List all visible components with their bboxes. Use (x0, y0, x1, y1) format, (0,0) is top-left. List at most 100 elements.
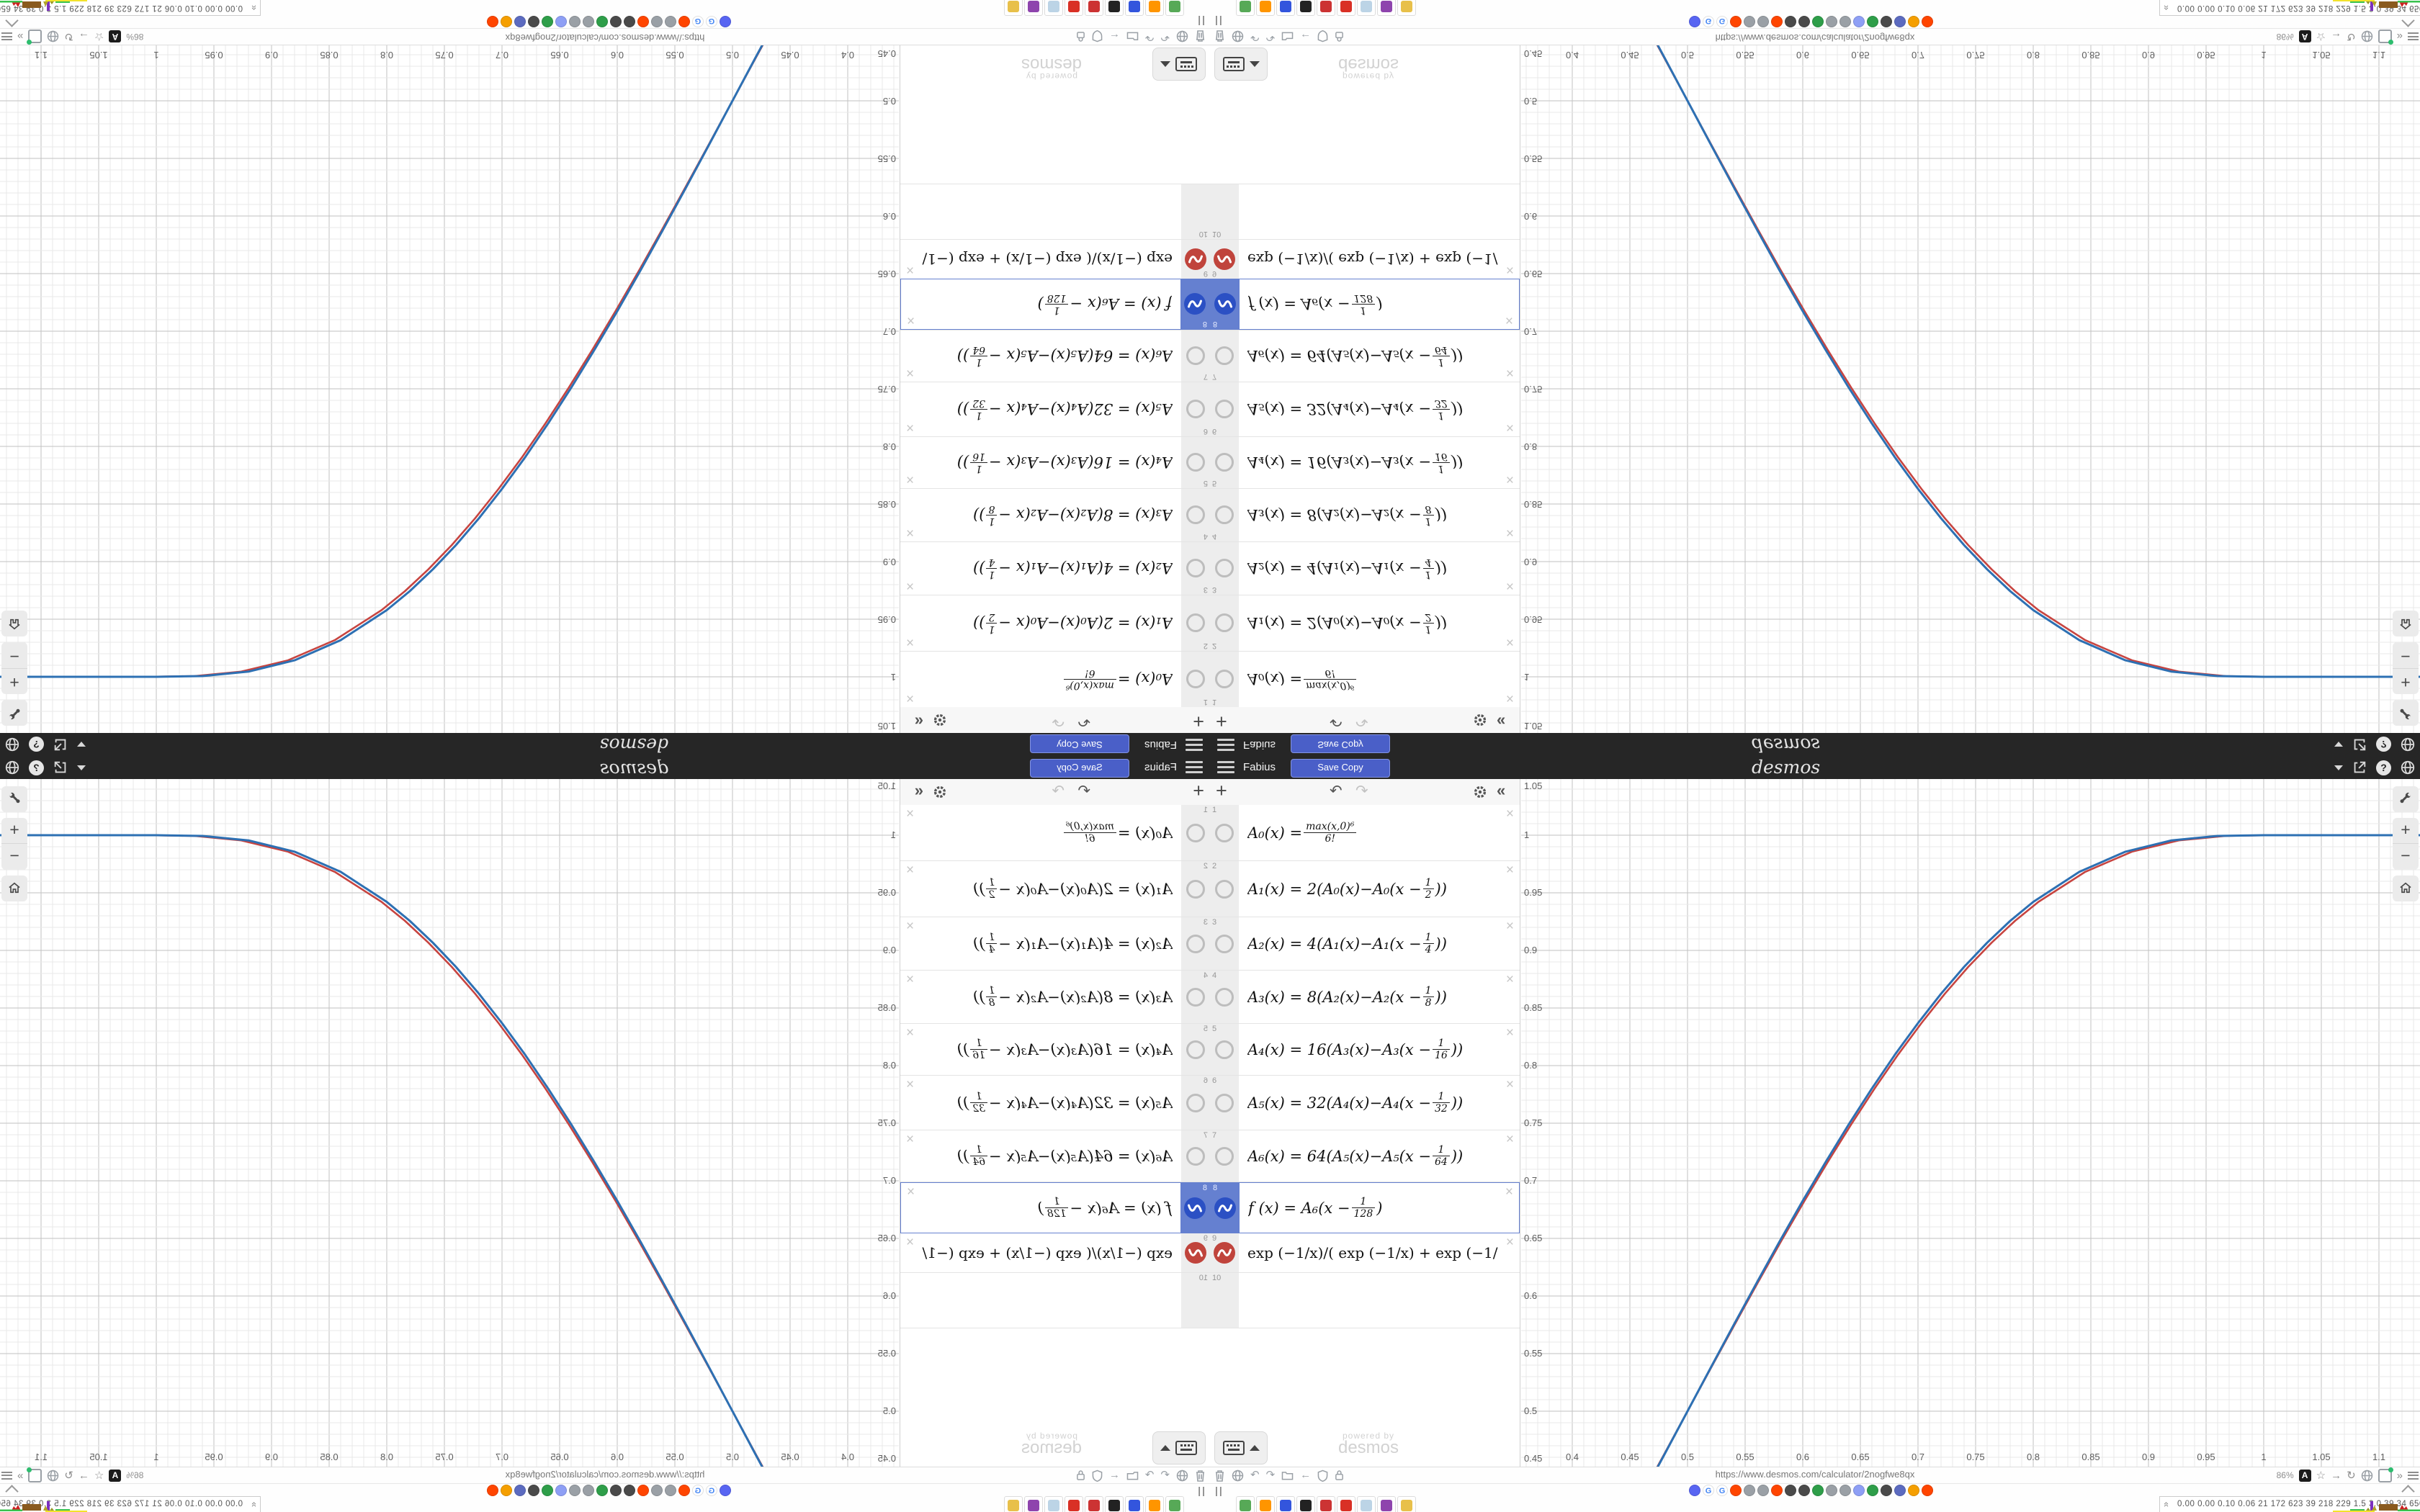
expression-row[interactable]: 3 A₂(x) = 4(A₁(x)−A₁(x − 1 4)) × (900, 541, 1210, 595)
expression-latex[interactable]: A₀(x) = max(x,0)⁶ 6! (922, 652, 1173, 707)
tab-favicon[interactable] (720, 16, 731, 27)
save-copy-button[interactable]: Save Copy (1291, 759, 1390, 778)
tab-favicon[interactable] (637, 1485, 649, 1496)
zoom-in-button[interactable]: + (2393, 818, 2419, 844)
bookmark-icon[interactable] (1276, 0, 1295, 16)
row-gutter[interactable]: 8 (1180, 1183, 1209, 1233)
bookmark-icon[interactable] (1236, 1496, 1255, 1512)
expression-row[interactable]: 5 A₄(x) = 16(A₃(x)−A₃(x − 1 16)) × (900, 436, 1210, 488)
trash-icon[interactable] (1195, 30, 1206, 43)
expression-row[interactable]: 3 A₂(x) = 4(A₁(x)−A₁(x − 1 4)) × (900, 917, 1210, 971)
delete-row-icon[interactable]: × (1505, 1077, 1514, 1092)
hidden-curve-circle-icon[interactable] (1186, 346, 1205, 366)
expression-row[interactable]: 4 A₃(x) = 8(A₂(x)−A₂(x − 1 8)) × (1210, 488, 1520, 541)
row-gutter[interactable]: 10 (1181, 184, 1210, 239)
expression-latex[interactable] (922, 184, 1173, 239)
delete-row-icon[interactable]: × (906, 972, 915, 987)
redo-icon[interactable]: ↷ (1355, 783, 1368, 799)
tab-favicon[interactable] (624, 16, 635, 27)
expression-latex[interactable] (1247, 1273, 1498, 1328)
hidden-curve-circle-icon[interactable] (1186, 559, 1205, 578)
tab-favicon[interactable] (1689, 1485, 1700, 1496)
bookmark-icon[interactable] (1397, 0, 1416, 16)
row-gutter[interactable]: 5 (1210, 1024, 1239, 1075)
tab-favicon[interactable] (678, 1485, 690, 1496)
add-expression-button[interactable]: + (1216, 711, 1227, 732)
default-viewport-home-button[interactable] (2393, 876, 2419, 901)
delete-row-icon[interactable]: × (1505, 806, 1514, 822)
bookmark-star-icon[interactable]: ☆ (94, 30, 104, 42)
expression-row[interactable]: 8 f (x) = A₆(x − 1 128) × (900, 279, 1210, 330)
delete-row-icon[interactable]: × (1505, 472, 1514, 487)
collapse-panel-icon[interactable]: « (1497, 781, 1506, 799)
delete-row-icon[interactable]: × (1505, 578, 1514, 593)
gear-icon[interactable] (932, 784, 948, 800)
row-gutter[interactable]: 6 (1210, 382, 1239, 436)
browser-menu-hamburger-icon[interactable] (1, 32, 12, 41)
chevron-down-icon[interactable] (77, 742, 86, 747)
tab-favicon[interactable] (1785, 16, 1796, 27)
expression-row[interactable]: 1 A₀(x) = max(x,0)⁶ 6! × (1210, 651, 1520, 707)
globe-language-icon[interactable] (2400, 737, 2416, 752)
tab-favicon[interactable] (1798, 16, 1810, 27)
tab-favicon[interactable]: G (1716, 1485, 1728, 1496)
hidden-curve-circle-icon[interactable] (1215, 505, 1234, 525)
expression-row[interactable]: 2 A₁(x) = 2(A₀(x)−A₀(x − 1 2)) × (1210, 861, 1520, 917)
tab-favicon[interactable] (569, 16, 581, 27)
delete-row-icon[interactable]: × (906, 1077, 915, 1092)
expression-row[interactable]: 6 A₅(x) = 32(A₄(x)−A₄(x − 1 32)) × (900, 382, 1210, 436)
bookmark-icon[interactable] (1165, 1496, 1184, 1512)
bookmark-icon[interactable] (1296, 0, 1315, 16)
tab-favicon[interactable] (514, 1485, 526, 1496)
expression-row[interactable]: 10 (900, 1273, 1210, 1328)
add-expression-button[interactable]: + (1193, 711, 1204, 732)
tab-favicon[interactable]: G (706, 1485, 717, 1496)
delete-row-icon[interactable]: × (906, 472, 915, 487)
menu-hamburger-icon[interactable] (1186, 738, 1203, 751)
bookmark-icon[interactable] (1276, 1496, 1295, 1512)
wave-red-curve-icon[interactable] (1214, 1242, 1235, 1264)
hidden-curve-circle-icon[interactable] (1186, 453, 1205, 472)
tab-favicon[interactable] (1839, 1485, 1851, 1496)
delete-row-icon[interactable]: × (906, 1235, 915, 1250)
monitor-chevrons-icon[interactable]: « (2161, 4, 2173, 11)
translate-extension-icon[interactable]: A (2298, 30, 2311, 43)
tab-favicon[interactable] (1908, 16, 1919, 27)
tab-favicon[interactable] (583, 16, 594, 27)
graph-paper[interactable]: 0.4 0.45 0.5 0.55 0.6 0.65 0.7 0.75 0.8 0.85 0.9 0.… (0, 45, 899, 733)
graph-paper[interactable]: 0.4 0.45 0.5 0.55 0.6 0.65 0.7 0.75 0.8 0.85 0.9 0.… (1521, 45, 2420, 733)
expression-latex[interactable]: f (x) = A₆(x − 1 128) (1037, 292, 1172, 317)
tab-favicon[interactable] (528, 1485, 539, 1496)
hidden-curve-circle-icon[interactable] (1215, 1146, 1234, 1166)
wave-red-curve-icon[interactable] (1185, 1242, 1206, 1264)
tab-favicon[interactable] (1689, 16, 1700, 27)
tab-favicon[interactable] (1757, 16, 1769, 27)
bookmark-icon[interactable] (1044, 0, 1063, 16)
globe-icon[interactable] (47, 31, 59, 43)
zoom-out-button[interactable]: − (9, 846, 19, 865)
delete-row-icon[interactable]: × (1505, 919, 1514, 934)
tab-favicon[interactable] (569, 1485, 581, 1496)
graph-settings-wrench-button[interactable] (1, 700, 27, 726)
expression-latex[interactable]: A₃(x) = 8(A₂(x)−A₂(x − 1 8)) (1247, 503, 1447, 528)
tab-favicon[interactable] (501, 1485, 512, 1496)
expression-row[interactable]: 9 exp (−1/x)/( exp (−1/x) + exp (−1/(1 − … (1210, 1233, 1520, 1273)
tab-favicon[interactable]: G (706, 16, 717, 27)
zoom-in-button[interactable]: + (2393, 668, 2419, 694)
zoom-out-button[interactable]: − (2401, 647, 2411, 666)
row-gutter[interactable]: 4 (1210, 971, 1239, 1023)
gear-icon[interactable] (932, 712, 948, 728)
row-gutter[interactable]: 6 (1181, 382, 1210, 436)
tab-favicon[interactable] (1771, 1485, 1783, 1496)
zoom-in-button[interactable]: + (1, 818, 27, 844)
folder-icon[interactable] (1281, 1470, 1294, 1481)
row-gutter[interactable]: 4 (1181, 971, 1210, 1023)
bookmark-star-icon[interactable]: ☆ (2316, 1470, 2326, 1482)
bookmark-icon[interactable] (1357, 1496, 1376, 1512)
tab-favicon[interactable] (1757, 1485, 1769, 1496)
row-gutter[interactable]: 1 (1210, 652, 1239, 707)
expression-latex[interactable]: A₄(x) = 16(A₃(x)−A₃(x − 1 16)) (956, 450, 1173, 475)
share-icon[interactable] (53, 737, 68, 752)
hidden-curve-circle-icon[interactable] (1215, 670, 1234, 689)
expression-row[interactable]: 6 A₅(x) = 32(A₄(x)−A₄(x − 1 32)) × (900, 1076, 1210, 1130)
